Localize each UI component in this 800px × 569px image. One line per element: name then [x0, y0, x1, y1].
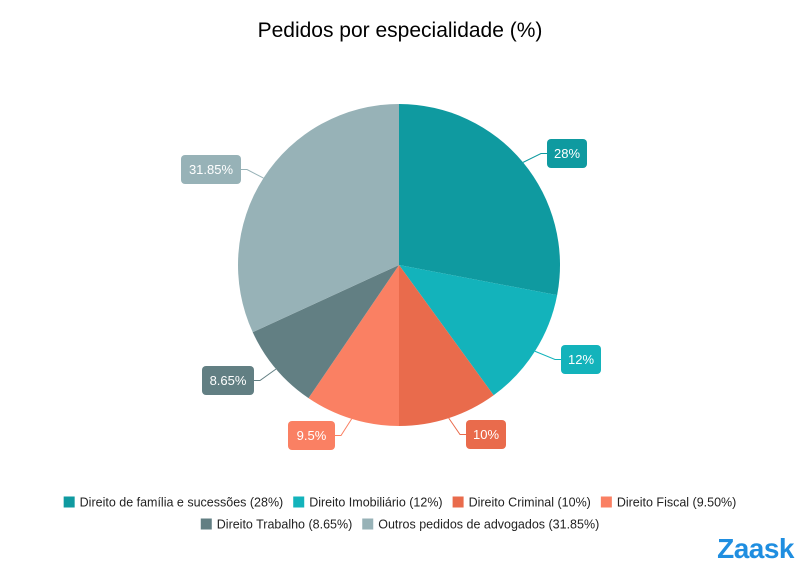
legend-label: Direito Imobiliário (12%) — [309, 496, 442, 510]
legend-item[interactable]: Direito Criminal (10%) — [452, 496, 591, 510]
callout-box — [202, 366, 254, 395]
callout-connector — [534, 350, 561, 360]
pie-slice — [308, 265, 399, 427]
callout-label: 28% — [554, 146, 580, 161]
legend-label: Outros pedidos de advogados (31.85%) — [378, 518, 599, 532]
legend-item[interactable]: Outros pedidos de advogados (31.85%) — [362, 518, 599, 532]
pie-slice — [399, 265, 558, 396]
pie-slice — [252, 265, 399, 399]
legend-item[interactable]: Direito Trabalho (8.65%) — [200, 518, 352, 532]
chart-legend: Direito de família e sucessões (28%) Dire… — [63, 496, 736, 532]
zaask-logo: Zaask — [717, 533, 794, 564]
legend-swatch — [452, 496, 464, 508]
pie-callouts: 28% 12% 10% 9.5% 8.65% 31.85% — [181, 139, 601, 450]
callout-box — [547, 139, 587, 168]
callout-label: 12% — [568, 352, 594, 367]
legend-item[interactable]: Direito Imobiliário (12%) — [293, 496, 443, 510]
callout-connector — [335, 418, 353, 436]
chart-title: Pedidos por especialidade (%) — [258, 19, 543, 42]
callout-label: 10% — [473, 427, 499, 442]
legend-swatch — [362, 518, 374, 530]
legend-swatch — [200, 518, 212, 530]
callout-box — [466, 420, 506, 449]
legend-label: Direito Fiscal (9.50%) — [617, 496, 736, 510]
callout-connector — [254, 368, 277, 381]
legend-swatch — [63, 496, 75, 508]
callout-connector — [522, 153, 547, 163]
callout-connector — [241, 169, 264, 179]
callout-box — [288, 421, 335, 450]
legend-swatch — [293, 496, 305, 508]
callout-label: 31.85% — [189, 162, 234, 177]
pie-slice — [399, 104, 560, 296]
pie-slice — [399, 265, 494, 426]
legend-swatch — [600, 496, 612, 508]
callout-label: 9.5% — [297, 428, 327, 443]
legend-item[interactable]: Direito Fiscal (9.50%) — [600, 496, 736, 510]
callout-box — [561, 345, 601, 374]
callout-label: 8.65% — [210, 373, 247, 388]
pie-slice — [238, 104, 399, 333]
legend-item[interactable]: Direito de família e sucessões (28%) — [63, 496, 284, 510]
legend-label: Direito de família e sucessões (28%) — [80, 496, 284, 510]
callout-connector — [448, 417, 466, 435]
legend-label: Direito Criminal (10%) — [469, 496, 591, 510]
pie-slices — [238, 104, 560, 427]
callout-box — [181, 155, 241, 184]
legend-label: Direito Trabalho (8.65%) — [217, 518, 352, 532]
